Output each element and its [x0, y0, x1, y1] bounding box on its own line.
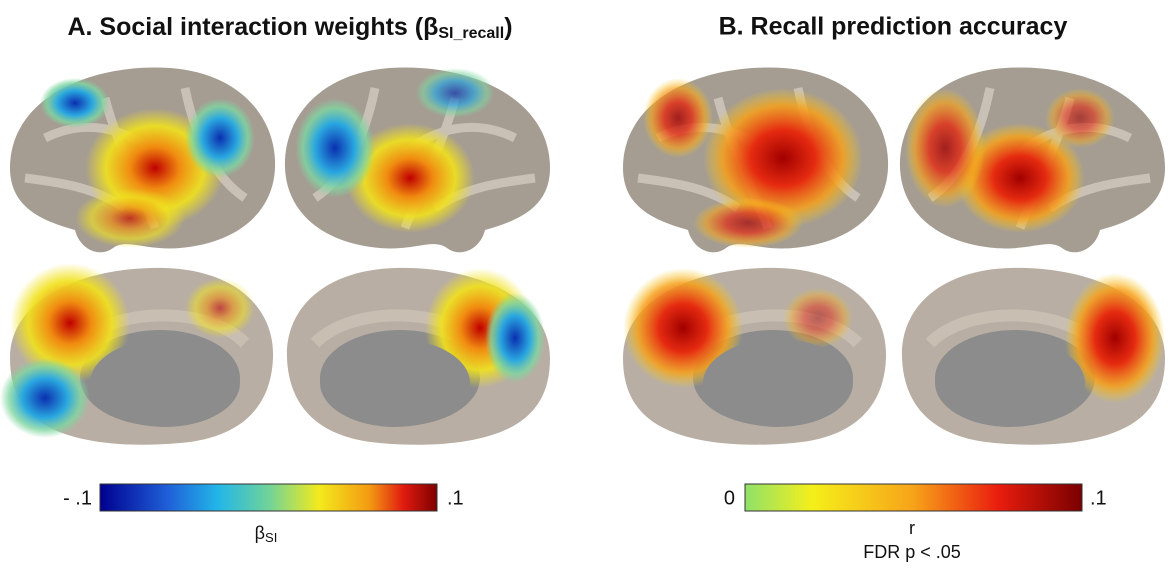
label-subscript: SI — [265, 530, 277, 545]
brain-a-left-lateral — [10, 68, 275, 253]
title-close: ) — [504, 13, 512, 41]
panel-b-title: B. Recall prediction accuracy — [719, 13, 1068, 41]
brain-b-right-lateral — [900, 68, 1165, 253]
colorbar-max-label: .1 — [447, 487, 464, 509]
label-text: β — [255, 523, 265, 543]
title-subscript: SI_recall — [438, 25, 504, 42]
panel-a-title: A. Social interaction weights (βSI_recal… — [67, 13, 512, 43]
colorbar-a — [99, 483, 438, 512]
colorbar-min-label: 0 — [724, 487, 735, 509]
brain-a-left-medial — [0, 263, 273, 445]
colorbar-min-label: - .1 — [63, 487, 92, 509]
colorbar-note: FDR p < .05 — [863, 542, 961, 562]
colorbar-max-label: .1 — [1090, 487, 1107, 509]
brain-a-right-lateral — [285, 68, 550, 253]
colorbar-label: r — [909, 518, 915, 538]
colorbar-label: βSI — [255, 523, 278, 546]
brain-b-left-lateral — [623, 68, 888, 253]
brain-a-right-medial — [287, 268, 550, 445]
brain-b-left-medial — [623, 268, 886, 445]
colorbar-b — [744, 483, 1083, 512]
title-text: A. Social interaction weights (β — [67, 13, 438, 41]
brain-b-right-medial — [902, 268, 1165, 445]
